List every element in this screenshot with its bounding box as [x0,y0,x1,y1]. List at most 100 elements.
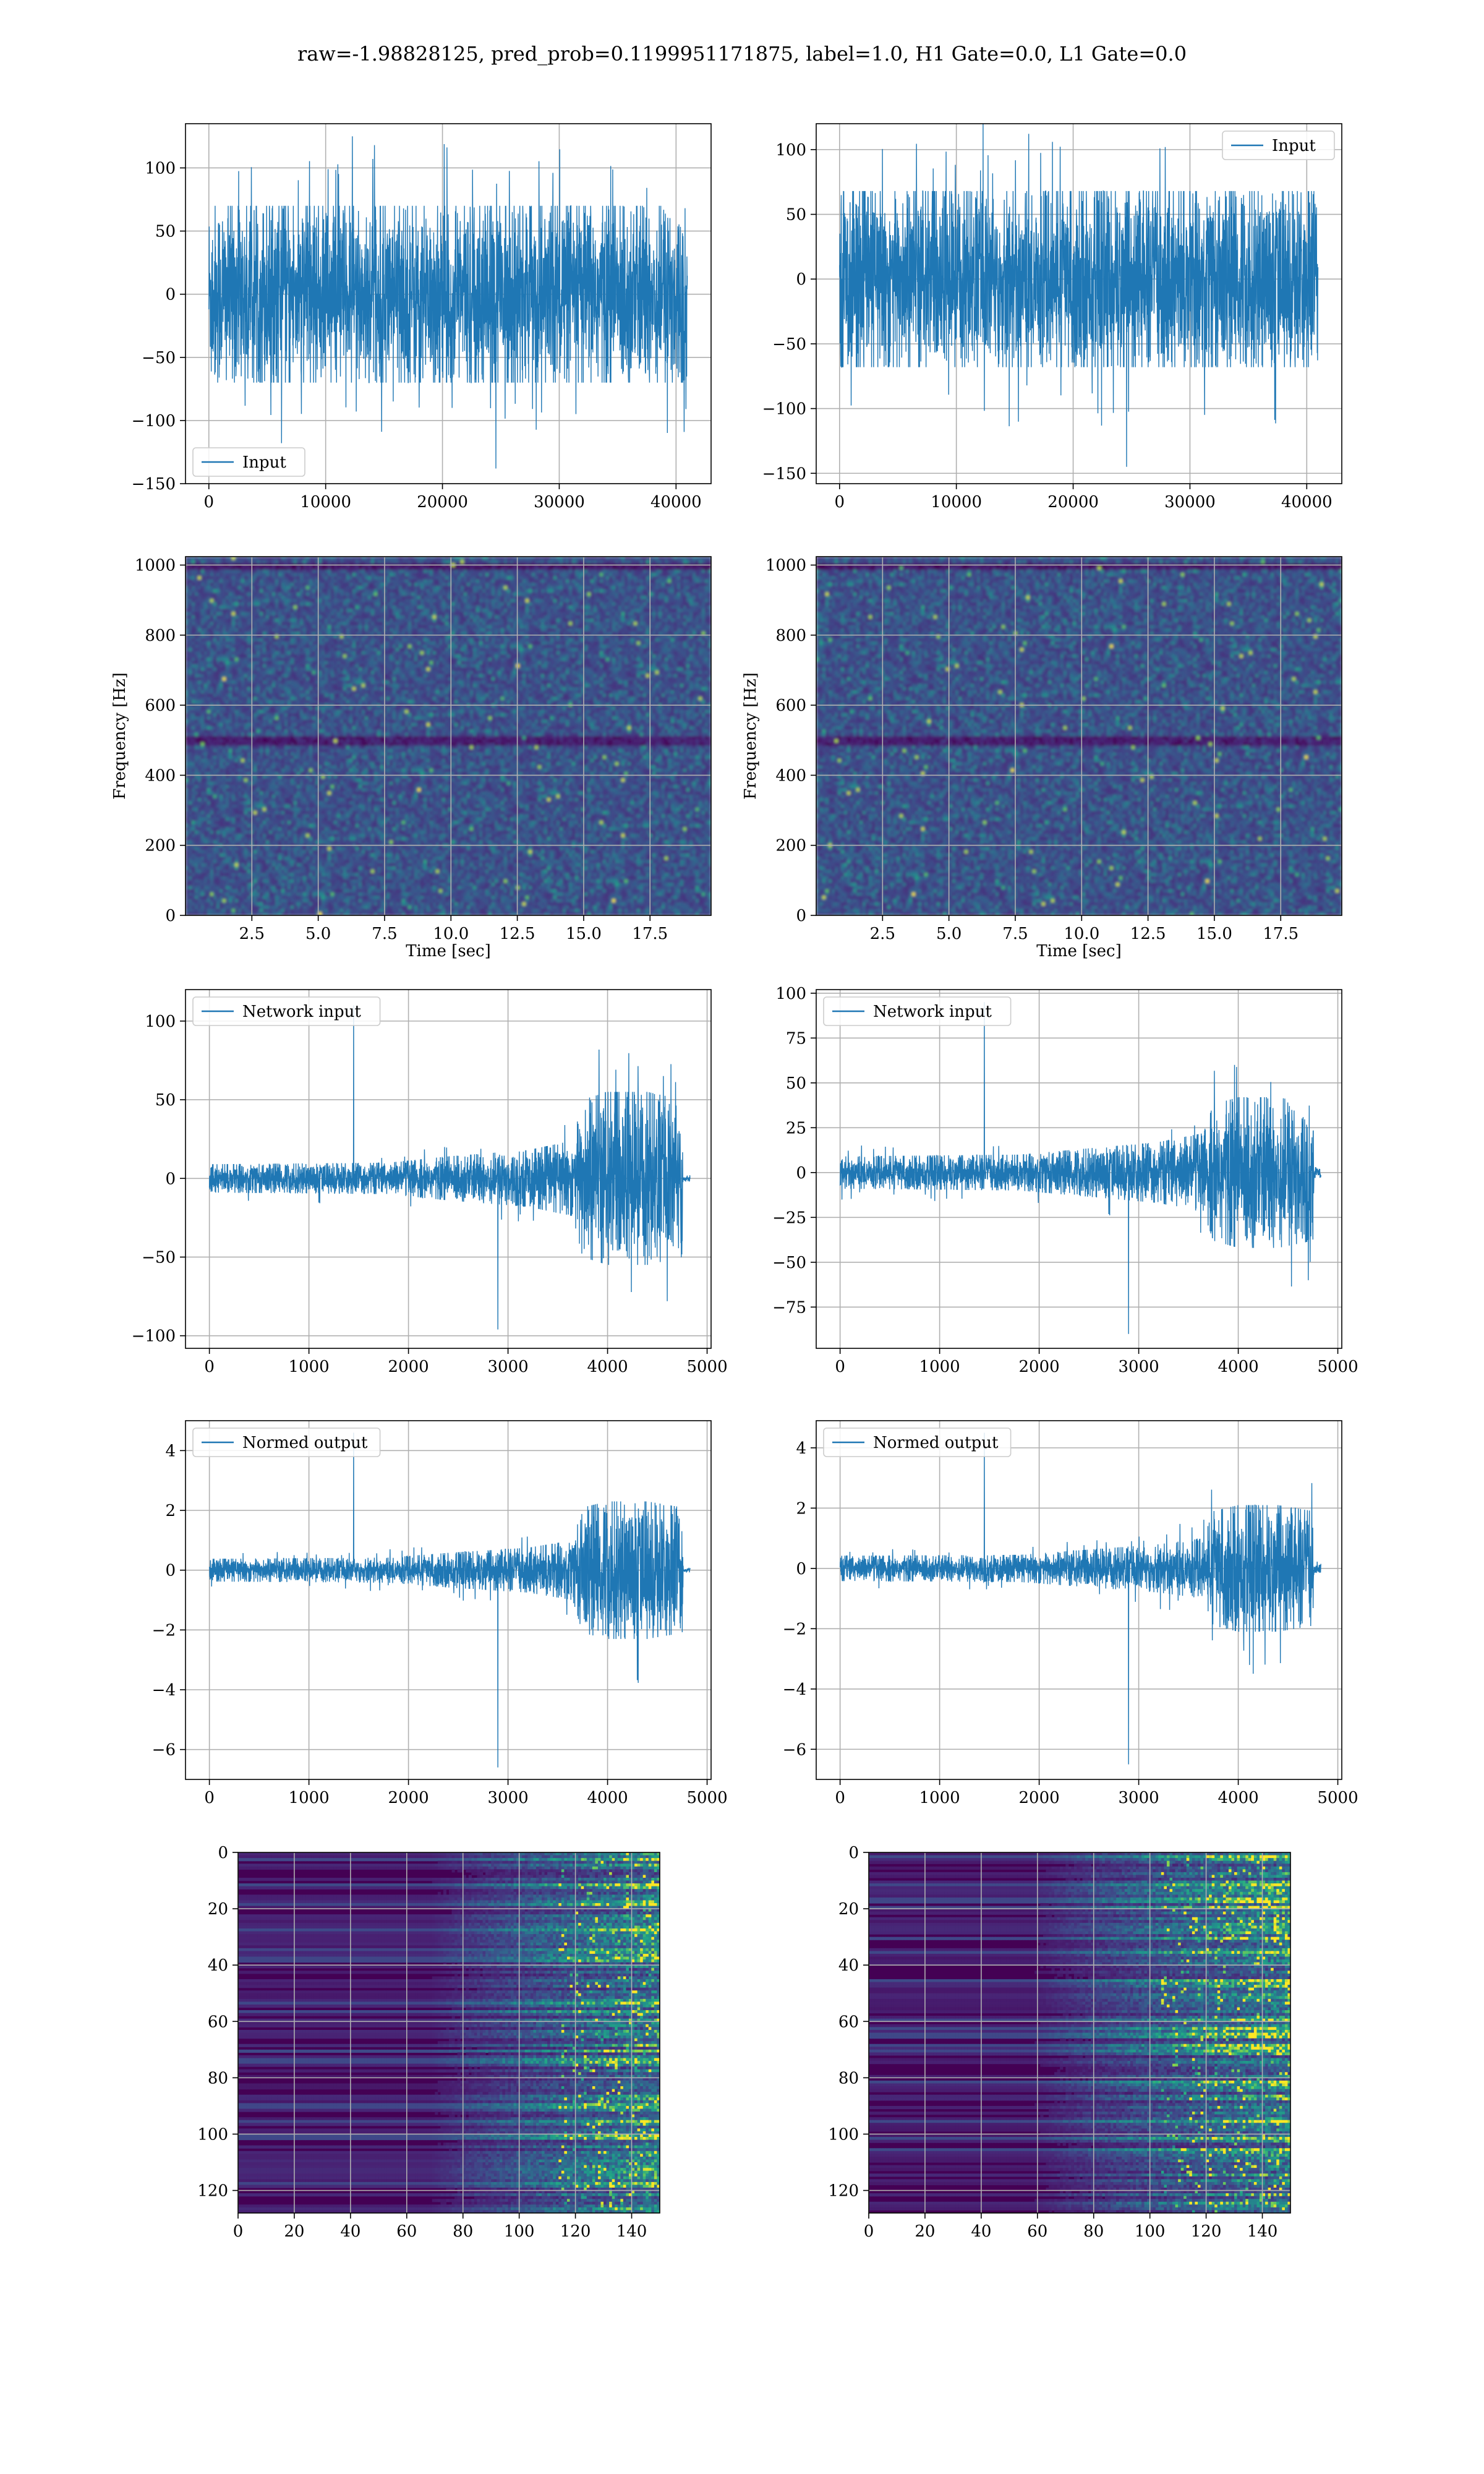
heatmap-cell [281,792,285,795]
heatmap-cell [213,863,217,867]
heatmap-cell [207,729,211,733]
heatmap-cell [297,723,301,727]
heatmap-cell [201,769,205,773]
heatmap-cell [247,805,251,808]
heatmap-cell [223,902,226,906]
heatmap-cell [241,690,245,694]
heatmap-cell [244,769,248,773]
heatmap-cell [322,801,325,805]
heatmap-cell [288,628,291,632]
heatmap-cell [226,684,229,688]
heatmap-cell [272,690,276,694]
heatmap-cell [192,749,195,753]
heatmap-cell [288,749,291,753]
heatmap-cell [198,671,202,675]
heatmap-cell [254,602,257,606]
heatmap-cell [232,733,236,737]
heatmap-cell [281,583,285,586]
heatmap-cell [210,902,214,906]
heatmap-cell [213,847,217,850]
heatmap-cell [189,779,192,782]
heatmap-cell [216,599,220,603]
heatmap-cell [291,710,294,714]
heatmap-cell [198,870,202,873]
heatmap-cell [288,674,291,678]
heatmap-cell [210,697,214,701]
heatmap-cell [291,779,294,782]
heatmap-cell [318,710,322,714]
heatmap-cell [195,700,198,704]
heatmap-cell [294,697,297,701]
heatmap-cell [254,785,257,789]
heatmap-cell [204,693,208,697]
heatmap-cell [297,837,301,841]
heatmap-cell [294,870,297,873]
heatmap-cell [260,743,263,747]
heatmap-cell [322,769,325,773]
heatmap-cell [195,899,198,903]
heatmap-cell [266,811,270,815]
heatmap-cell [241,892,245,896]
heatmap-cell [275,667,279,671]
heatmap-cell [318,612,322,616]
heatmap-cell [269,801,273,805]
heatmap-cell [235,586,239,589]
heatmap-cell [257,824,260,828]
heatmap-cell [272,860,276,863]
heatmap-cell [269,752,273,756]
heatmap-cell [281,805,285,808]
heatmap-cell [281,795,285,798]
heatmap-cell [247,850,251,854]
heatmap-cell [192,860,195,863]
heatmap-cell [278,854,282,857]
heatmap-cell [220,599,223,603]
heatmap-cell [244,756,248,760]
heatmap-cell [201,593,205,596]
heatmap-cell [189,602,192,606]
heatmap-cell [266,867,270,870]
heatmap-cell [238,792,242,795]
heatmap-cell [220,657,223,661]
heatmap-cell [309,892,313,896]
heatmap-cell [275,899,279,903]
heatmap-cell [235,909,239,912]
heatmap-cell [198,680,202,684]
heatmap-cell [278,746,282,750]
heatmap-cell [213,805,217,808]
heatmap-cell [294,876,297,880]
heatmap-cell [213,821,217,824]
heatmap-cell [294,857,297,860]
heatmap-cell [192,854,195,857]
heatmap-cell [235,824,239,828]
heatmap-cell [235,700,239,704]
heatmap-cell [294,889,297,893]
heatmap-cell [198,573,202,576]
heatmap-cell [291,752,294,756]
heatmap-cell [272,612,276,616]
heatmap-cell [232,599,236,603]
heatmap-cell [241,677,245,681]
heatmap-cell [204,808,208,811]
heatmap-cell [235,883,239,886]
heatmap-cell [297,834,301,837]
heatmap-cell [226,609,229,612]
heatmap-cell [306,749,310,753]
heatmap-cell [223,700,226,704]
heatmap-cell [210,622,214,625]
heatmap-cell [269,808,273,811]
heatmap-cell [244,805,248,808]
heatmap-cell [278,583,282,586]
heatmap-cell [189,847,192,850]
heatmap-cell [210,798,214,802]
heatmap-cell [281,661,285,665]
heatmap-cell [300,863,304,867]
heatmap-cell [303,873,307,876]
heatmap-cell [306,733,310,737]
heatmap-cell [247,596,251,599]
heatmap-cell [213,902,217,906]
heatmap-cell [266,612,270,616]
heatmap-cell [291,580,294,583]
heatmap-cell [284,798,288,802]
heatmap-cell [207,857,211,860]
heatmap-cell [272,726,276,730]
